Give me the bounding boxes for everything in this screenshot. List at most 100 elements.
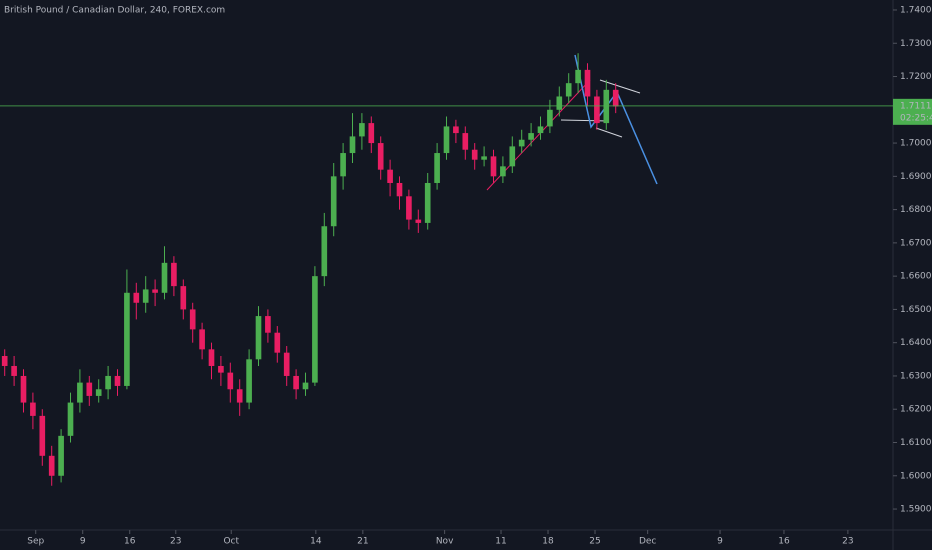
- candle-body: [265, 316, 271, 333]
- candle-body: [152, 289, 158, 293]
- candle-body: [321, 226, 328, 277]
- candle-body: [208, 349, 215, 366]
- candle-body: [471, 149, 478, 160]
- x-tick-label: 14: [310, 537, 322, 547]
- candle-body: [453, 126, 459, 134]
- y-tick-label: 1.62000: [900, 405, 932, 415]
- candle-body: [509, 146, 516, 167]
- candle-body: [377, 143, 384, 170]
- x-tick-label: Oct: [223, 537, 239, 547]
- candle-body: [340, 153, 346, 177]
- y-tick-label: 1.72000: [900, 72, 932, 82]
- y-tick-label: 1.67000: [900, 238, 932, 248]
- y-tick-label: 1.69000: [900, 172, 932, 182]
- candle-body: [20, 375, 27, 403]
- candle-body: [565, 83, 572, 97]
- channel-bottom: [595, 127, 623, 138]
- candle-body: [434, 153, 440, 183]
- candle-body: [481, 156, 487, 160]
- x-tick-label: 11: [495, 537, 506, 547]
- candle-body: [396, 182, 403, 197]
- x-tick-label: Dec: [639, 537, 656, 547]
- candle-body: [387, 169, 393, 183]
- candle-body: [39, 415, 46, 456]
- candle-body: [199, 329, 205, 350]
- y-tick-label: 1.70000: [900, 139, 932, 149]
- y-tick-label: 1.73000: [900, 39, 932, 49]
- candle-body: [415, 219, 422, 223]
- candle-body: [161, 262, 168, 293]
- candle-body: [518, 139, 525, 147]
- x-tick-label: 23: [842, 537, 853, 547]
- candle-body: [528, 133, 534, 140]
- candle-body: [95, 389, 102, 396]
- candle-body: [490, 156, 497, 177]
- candle-body: [537, 126, 544, 134]
- last-price-label: 1.71119: [900, 101, 932, 111]
- candle-body: [77, 382, 83, 403]
- candle-body: [246, 359, 252, 403]
- x-tick-label: 16: [124, 537, 136, 547]
- candle-body: [584, 69, 591, 97]
- candle-body: [58, 435, 64, 476]
- candle-body: [133, 292, 140, 303]
- candle-body: [406, 196, 412, 220]
- candle-body: [11, 365, 17, 376]
- candle-body: [171, 262, 177, 287]
- candle-body: [349, 136, 356, 154]
- candle-body: [283, 352, 290, 376]
- candle-body: [30, 402, 36, 416]
- x-tick-label: 9: [717, 537, 723, 547]
- candle-body: [142, 289, 149, 303]
- candle-body: [274, 332, 281, 353]
- candle-body: [330, 176, 337, 227]
- countdown: 02:25:46: [900, 113, 932, 123]
- candle-body: [556, 96, 563, 110]
- y-tick-label: 1.66000: [900, 272, 932, 282]
- candle-body: [105, 375, 111, 390]
- candle-body: [255, 316, 262, 360]
- support-line: [560, 119, 609, 122]
- x-tick-label: 21: [357, 537, 368, 547]
- candle-body: [189, 309, 196, 330]
- candle-body: [594, 96, 600, 124]
- candle-body: [443, 126, 450, 154]
- last-price-box: [893, 98, 932, 125]
- candle-body: [575, 69, 581, 84]
- y-tick-label: 1.64000: [900, 338, 932, 348]
- x-tick-label: 18: [542, 537, 554, 547]
- y-tick-label: 1.74000: [900, 5, 932, 15]
- y-tick-label: 1.59000: [900, 505, 932, 515]
- x-tick-label: 23: [170, 537, 181, 547]
- candle-body: [48, 455, 55, 476]
- candle-body: [293, 375, 299, 390]
- candle-body: [368, 123, 375, 144]
- candle-body: [218, 365, 224, 373]
- candle-body: [302, 382, 309, 390]
- candle-body: [359, 123, 365, 137]
- candle-body: [180, 286, 187, 310]
- y-tick-label: 1.63000: [900, 371, 932, 381]
- x-tick-label: Sep: [27, 537, 44, 547]
- candle-body: [612, 89, 619, 107]
- candle-body: [124, 292, 130, 386]
- candle-body: [603, 89, 610, 124]
- x-tick-label: Nov: [436, 537, 454, 547]
- candle-body: [1, 355, 8, 366]
- candles: [1, 53, 619, 486]
- x-tick-label: 25: [589, 537, 600, 547]
- y-tick-label: 1.65000: [900, 305, 932, 315]
- chart-title: British Pound / Canadian Dollar, 240, FO…: [4, 6, 225, 16]
- candle-body: [86, 382, 93, 396]
- candle-body: [462, 133, 469, 150]
- candle-body: [312, 276, 318, 383]
- y-tick-label: 1.61000: [900, 438, 932, 448]
- candle-body: [236, 389, 243, 403]
- candle-body: [500, 166, 506, 177]
- y-tick-label: 1.68000: [900, 205, 932, 215]
- candle-body: [227, 372, 234, 390]
- candle-body: [424, 182, 431, 223]
